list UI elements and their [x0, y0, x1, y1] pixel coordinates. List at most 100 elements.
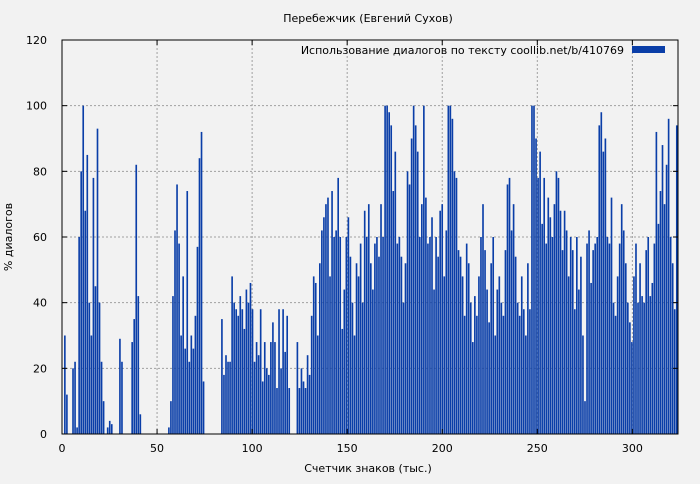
bar [100, 361, 103, 434]
bar [467, 263, 470, 434]
bar [500, 302, 503, 434]
bar [631, 342, 633, 434]
x-tick-label: 300 [622, 442, 643, 455]
bar [616, 276, 619, 434]
bar [367, 204, 370, 434]
bar [651, 282, 654, 434]
bar [249, 282, 252, 434]
bar [168, 427, 170, 434]
bar [306, 355, 309, 434]
bar [276, 388, 278, 434]
bar [582, 335, 584, 434]
bar [586, 243, 588, 434]
bar [435, 237, 437, 434]
bar [363, 210, 366, 434]
bar [627, 302, 629, 434]
bar [316, 335, 319, 434]
bar [457, 250, 460, 434]
bar [555, 171, 558, 435]
bar [406, 171, 409, 435]
bar [512, 204, 515, 434]
bar [396, 243, 399, 434]
bar [176, 184, 178, 434]
bar [178, 243, 180, 434]
bar [533, 105, 535, 435]
bar [357, 276, 360, 434]
bar [476, 315, 478, 434]
bar [359, 243, 362, 434]
bar [637, 302, 639, 434]
bar [243, 328, 246, 434]
bar [535, 138, 537, 434]
bar [331, 191, 333, 434]
bar [280, 368, 282, 434]
bar [431, 217, 433, 434]
bar [480, 237, 482, 434]
bar [253, 361, 256, 434]
bar [282, 309, 284, 434]
bar [347, 217, 350, 434]
bar [622, 230, 625, 434]
bar [274, 342, 276, 434]
bar [245, 289, 248, 434]
bar [414, 125, 417, 434]
bar [600, 112, 603, 434]
bar [580, 256, 582, 434]
bar [296, 342, 299, 434]
bar [135, 164, 138, 434]
bar [94, 286, 97, 434]
bar [312, 276, 315, 434]
y-tick-label: 40 [33, 297, 47, 310]
bar [265, 368, 268, 434]
bar [82, 105, 85, 435]
bar [106, 427, 109, 434]
bar [561, 250, 564, 434]
bar [90, 335, 93, 434]
bar [392, 191, 395, 434]
legend-label: Использование диалогов по тексту coollib… [301, 44, 624, 57]
bar [247, 302, 250, 434]
bar [365, 237, 368, 434]
bar [72, 368, 74, 434]
bar [620, 204, 623, 434]
bar [355, 263, 358, 434]
bar [433, 289, 435, 434]
bar [400, 256, 403, 434]
bar [573, 309, 576, 434]
bar [653, 243, 656, 434]
bar [188, 361, 191, 434]
bar [174, 230, 176, 434]
bar [110, 424, 113, 434]
bar [302, 381, 305, 434]
bar [612, 302, 615, 434]
bar [445, 230, 448, 434]
bar [278, 309, 280, 434]
bar [474, 296, 476, 434]
bar [380, 204, 382, 434]
bar [522, 309, 525, 434]
bar [319, 263, 321, 434]
bar [490, 263, 492, 434]
bar [510, 230, 513, 434]
bar [180, 335, 182, 434]
bar [361, 302, 364, 434]
bar [119, 338, 121, 434]
bar [567, 276, 570, 434]
bar [310, 315, 313, 434]
y-tick-label: 0 [40, 428, 47, 441]
bar [643, 302, 645, 434]
bar [492, 237, 495, 434]
bar [182, 276, 184, 434]
x-tick-label: 150 [337, 442, 358, 455]
bar [471, 342, 474, 434]
bar [596, 237, 599, 434]
bar [394, 151, 397, 434]
bar [420, 204, 423, 434]
bar [241, 309, 244, 434]
bar [608, 243, 611, 434]
bar [502, 315, 505, 434]
bar [486, 289, 488, 434]
bar [98, 302, 101, 434]
bar [514, 256, 517, 434]
